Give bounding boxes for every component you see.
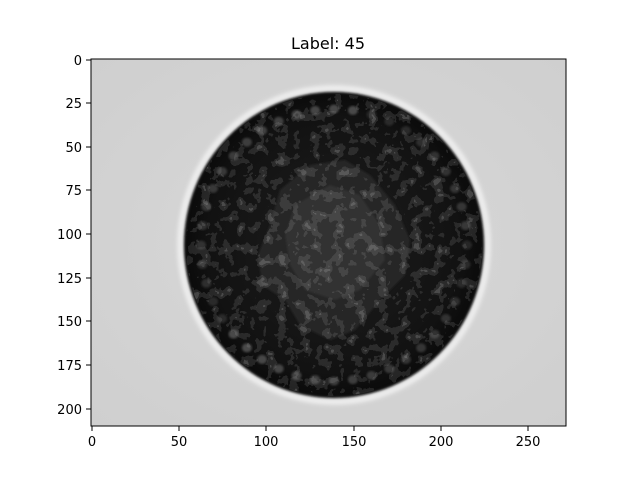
- x-tick-label: 0: [88, 435, 96, 450]
- y-tick-label: 50: [65, 141, 82, 156]
- axes-frame: [90, 58, 567, 427]
- x-tick-label: 50: [171, 435, 188, 450]
- y-tick-label: 150: [57, 315, 82, 330]
- y-tick-label: 200: [57, 403, 82, 418]
- particle-image: [91, 59, 566, 426]
- y-axis: 0 25 50 75 100 125 150 175 200: [57, 54, 91, 418]
- figure-title: Label: 45: [291, 34, 365, 53]
- x-axis: 0 50 100 150 200 250: [88, 426, 541, 450]
- y-tick-label: 0: [74, 54, 82, 69]
- x-tick-label: 100: [254, 435, 279, 450]
- x-tick-label: 250: [516, 435, 541, 450]
- y-tick-label: 125: [57, 272, 82, 287]
- y-tick-label: 100: [57, 228, 82, 243]
- y-tick-label: 75: [65, 184, 82, 199]
- y-tick-label: 25: [65, 97, 82, 112]
- y-tick-label: 175: [57, 359, 82, 374]
- x-tick-label: 150: [342, 435, 367, 450]
- x-tick-label: 200: [429, 435, 454, 450]
